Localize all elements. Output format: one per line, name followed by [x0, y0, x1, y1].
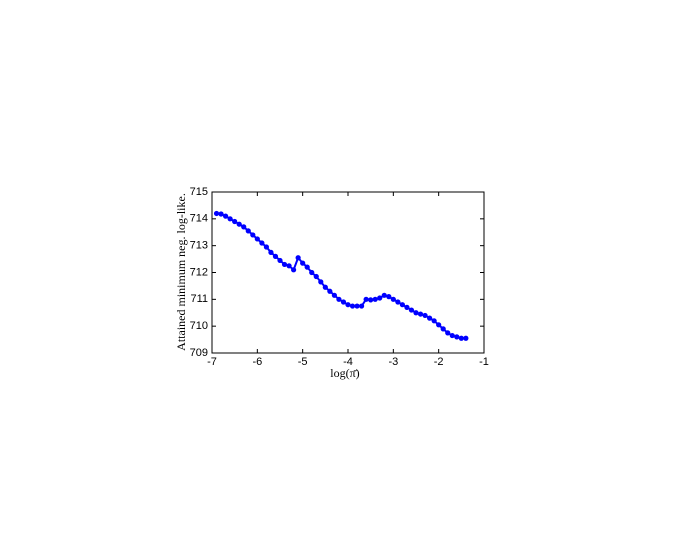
data-point	[413, 310, 419, 316]
data-point	[340, 299, 347, 305]
x-tick-label: -4	[343, 356, 353, 368]
data-point	[399, 302, 405, 308]
data-point	[463, 335, 469, 341]
data-point	[445, 330, 451, 336]
y-axis-label: Attained minimum neg. log-like.	[174, 193, 188, 351]
y-tick-label: 711	[190, 293, 208, 305]
data-point	[322, 284, 328, 290]
data-point	[449, 332, 455, 339]
data-point	[458, 335, 464, 341]
data-point	[272, 253, 279, 259]
data-point	[300, 260, 306, 266]
data-point	[395, 299, 401, 305]
data-point	[295, 255, 301, 261]
x-tick-label: -2	[434, 356, 444, 368]
y-tick-label: 713	[190, 240, 208, 252]
data-point	[309, 269, 315, 276]
x-tick-label: -6	[252, 356, 262, 368]
data-point	[431, 318, 437, 324]
data-point	[440, 326, 446, 332]
data-point	[232, 218, 238, 225]
x-tick-label: -3	[388, 356, 398, 368]
data-point	[390, 296, 396, 302]
data-point	[304, 264, 310, 270]
y-tick-label: 710	[190, 320, 208, 332]
data-point	[213, 210, 220, 217]
data-point	[327, 288, 333, 294]
data-point	[381, 292, 387, 298]
data-point	[291, 267, 297, 273]
data-point	[417, 311, 424, 317]
x-tick-label: -7	[207, 356, 217, 368]
data-point	[227, 216, 233, 222]
data-point	[241, 224, 247, 230]
data-point	[345, 302, 351, 308]
data-point	[436, 322, 442, 328]
data-point	[318, 279, 324, 285]
y-tick-label: 709	[190, 347, 208, 359]
data-point	[331, 292, 337, 298]
x-tick-label: -1	[479, 356, 489, 368]
x-tick-label: -5	[298, 356, 308, 368]
data-point	[427, 315, 433, 321]
data-point	[263, 244, 269, 250]
y-tick-label: 715	[190, 186, 208, 198]
data-point	[363, 296, 369, 302]
data-point	[404, 304, 410, 310]
data-point	[236, 221, 242, 227]
data-point	[368, 297, 374, 303]
data-point	[336, 296, 342, 302]
data-point	[250, 232, 256, 238]
data-point	[408, 307, 415, 313]
data-point	[313, 273, 319, 280]
data-point	[277, 257, 283, 264]
data-point	[259, 240, 265, 246]
data-point	[349, 303, 356, 309]
data-point	[245, 228, 251, 234]
data-point	[254, 236, 260, 242]
data-point	[377, 295, 383, 301]
y-tick-label: 714	[190, 213, 208, 225]
data-point	[454, 334, 460, 340]
data-point	[422, 312, 428, 319]
data-point	[386, 294, 392, 300]
data-point	[286, 263, 292, 269]
y-tick-label: 712	[190, 266, 208, 278]
data-point	[359, 303, 365, 309]
data-point	[223, 213, 229, 219]
data-point	[218, 211, 224, 217]
data-point	[372, 296, 378, 302]
x-axis-label: log(π̄)	[330, 366, 359, 380]
data-point	[268, 249, 274, 255]
data-point	[354, 303, 360, 309]
data-point	[281, 261, 288, 268]
